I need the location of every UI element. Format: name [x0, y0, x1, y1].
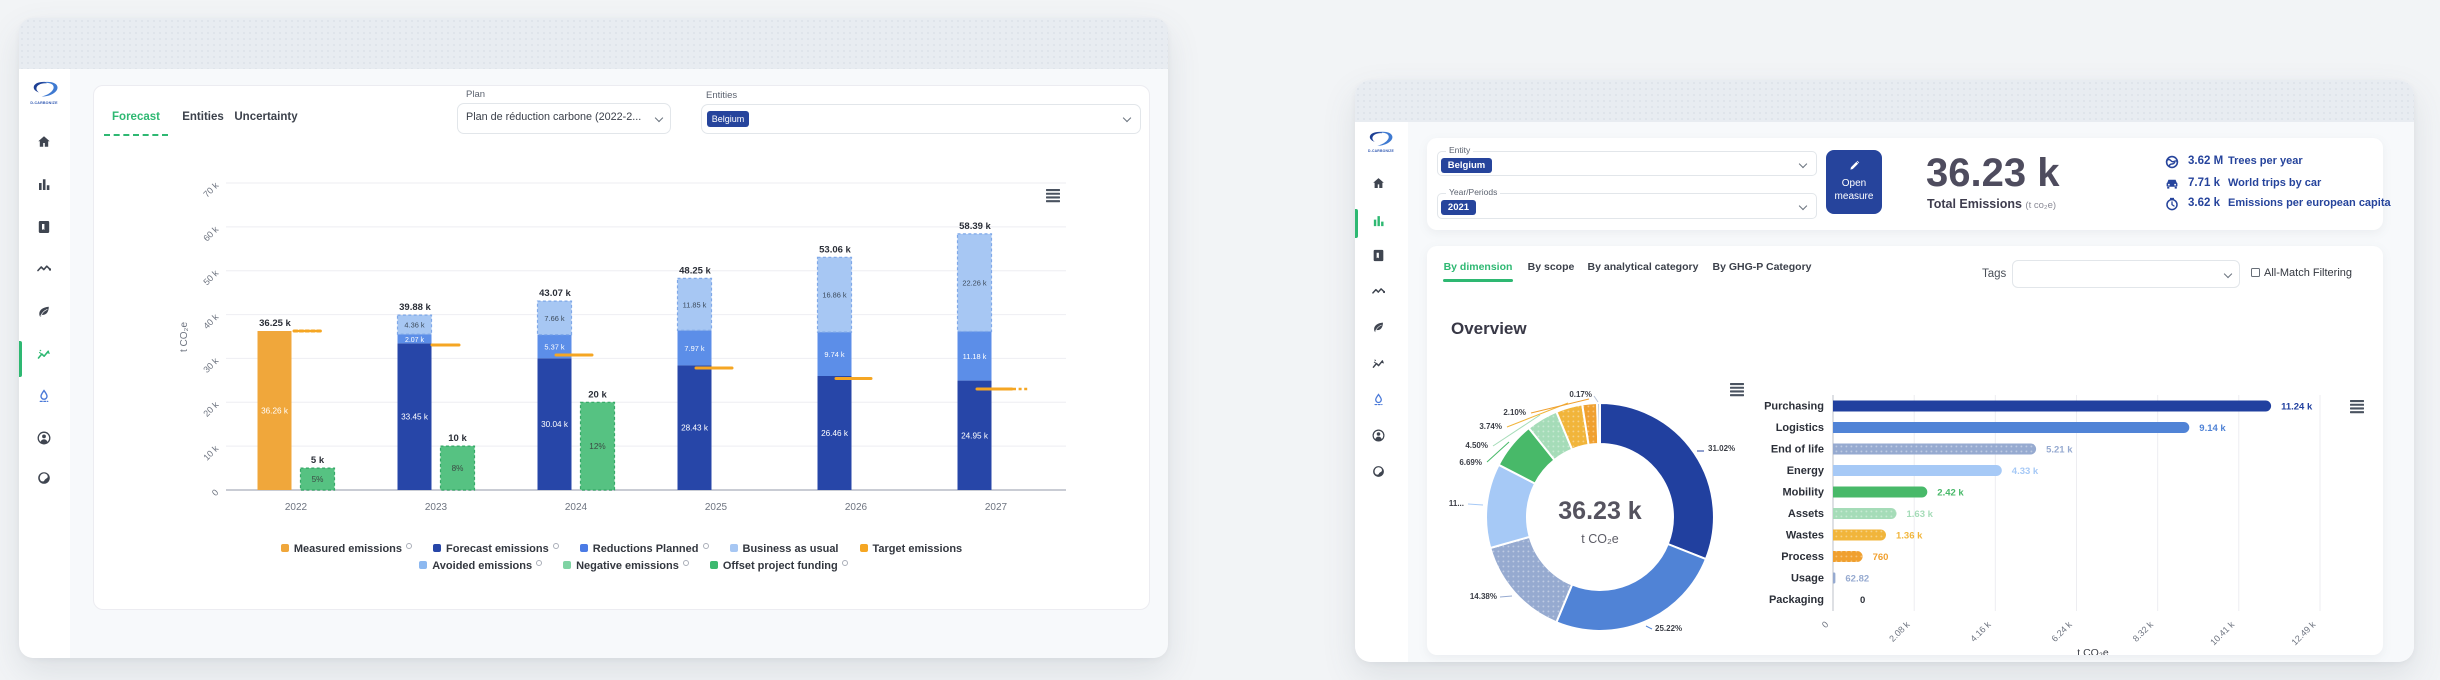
svg-text:39.88 k: 39.88 k [399, 302, 431, 313]
svg-text:Packaging: Packaging [1769, 594, 1824, 606]
svg-text:6.69%: 6.69% [1459, 458, 1482, 467]
svg-text:Purchasing: Purchasing [1764, 401, 1824, 413]
svg-text:t CO₂e: t CO₂e [1581, 532, 1619, 546]
svg-text:4.36 k: 4.36 k [404, 321, 424, 330]
svg-text:43.07 k: 43.07 k [539, 288, 571, 299]
svg-text:5.37 k: 5.37 k [544, 343, 564, 352]
svg-text:33.45 k: 33.45 k [401, 413, 429, 422]
svg-text:48.25 k: 48.25 k [679, 265, 711, 276]
svg-text:2.08 k: 2.08 k [1887, 619, 1912, 644]
svg-text:11...: 11... [1449, 499, 1464, 508]
svg-text:3.74%: 3.74% [1479, 422, 1502, 431]
svg-text:End of life: End of life [1771, 444, 1824, 456]
svg-text:7.66 k: 7.66 k [544, 314, 564, 323]
svg-text:50 k: 50 k [201, 268, 220, 287]
svg-text:36.26 k: 36.26 k [261, 407, 289, 416]
svg-text:12.49 k: 12.49 k [2289, 619, 2317, 647]
svg-text:14.38%: 14.38% [1470, 592, 1497, 601]
svg-text:10.41 k: 10.41 k [2208, 619, 2236, 647]
svg-text:4.16 k: 4.16 k [1968, 619, 1993, 644]
svg-text:4.50%: 4.50% [1465, 441, 1488, 450]
svg-text:5 k: 5 k [311, 455, 325, 466]
svg-text:t CO₂e: t CO₂e [2077, 647, 2109, 655]
svg-text:2.42 k: 2.42 k [1937, 488, 1964, 499]
svg-text:5%: 5% [312, 475, 324, 484]
svg-text:8.32 k: 8.32 k [2131, 619, 2156, 644]
svg-text:1.63 k: 1.63 k [1907, 509, 1934, 520]
svg-text:4.33 k: 4.33 k [2012, 466, 2039, 477]
svg-text:0: 0 [1860, 595, 1865, 606]
svg-text:0: 0 [210, 487, 221, 498]
svg-text:16.86 k: 16.86 k [822, 291, 847, 300]
svg-text:2026: 2026 [845, 502, 868, 513]
svg-text:58.39 k: 58.39 k [959, 221, 991, 232]
svg-text:28.43 k: 28.43 k [681, 424, 709, 433]
svg-text:760: 760 [1873, 552, 1889, 563]
svg-text:24.95 k: 24.95 k [961, 431, 989, 440]
svg-text:9.74 k: 9.74 k [824, 350, 844, 359]
svg-text:5.21 k: 5.21 k [2046, 445, 2073, 456]
svg-text:8%: 8% [452, 464, 464, 473]
svg-text:11.85 k: 11.85 k [683, 300, 707, 309]
svg-text:Mobility: Mobility [1782, 487, 1824, 499]
svg-text:2025: 2025 [705, 502, 728, 513]
svg-text:1.36 k: 1.36 k [1896, 531, 1923, 542]
svg-text:12%: 12% [589, 442, 605, 451]
svg-text:22.26 k: 22.26 k [962, 279, 987, 288]
svg-text:2022: 2022 [285, 502, 308, 513]
svg-text:11.24 k: 11.24 k [2281, 402, 2313, 413]
svg-text:30.04 k: 30.04 k [541, 420, 569, 429]
svg-text:25.22%: 25.22% [1655, 624, 1682, 633]
svg-text:36.23 k: 36.23 k [1558, 497, 1642, 525]
svg-text:31.02%: 31.02% [1708, 444, 1735, 453]
svg-text:20 k: 20 k [588, 389, 607, 400]
svg-text:60 k: 60 k [201, 224, 220, 243]
svg-text:2027: 2027 [985, 502, 1008, 513]
svg-text:6.24 k: 6.24 k [2049, 619, 2074, 644]
svg-text:10 k: 10 k [201, 443, 220, 462]
svg-text:10 k: 10 k [448, 433, 467, 444]
svg-text:2.10%: 2.10% [1503, 408, 1526, 417]
svg-text:26.46 k: 26.46 k [821, 429, 849, 438]
svg-text:Energy: Energy [1787, 465, 1825, 477]
svg-text:20 k: 20 k [201, 399, 220, 418]
svg-text:30 k: 30 k [201, 355, 220, 374]
svg-text:53.06 k: 53.06 k [819, 244, 851, 255]
svg-text:Usage: Usage [1791, 573, 1824, 585]
svg-text:9.14 k: 9.14 k [2199, 423, 2226, 434]
svg-text:62.82: 62.82 [1845, 574, 1869, 585]
svg-text:Logistics: Logistics [1776, 422, 1824, 434]
svg-text:Process: Process [1781, 551, 1824, 563]
svg-text:2023: 2023 [425, 502, 448, 513]
svg-text:40 k: 40 k [201, 312, 220, 331]
svg-text:7.97 k: 7.97 k [684, 344, 704, 353]
svg-text:Wastes: Wastes [1786, 530, 1824, 542]
svg-text:0: 0 [1820, 619, 1831, 630]
svg-text:2.07 k: 2.07 k [405, 337, 425, 344]
svg-text:11.18 k: 11.18 k [963, 352, 987, 361]
svg-text:36.25 k: 36.25 k [259, 318, 291, 329]
svg-text:70 k: 70 k [201, 180, 220, 199]
svg-text:t CO₂e: t CO₂e [179, 322, 190, 352]
svg-text:2024: 2024 [565, 502, 588, 513]
svg-text:0.17%: 0.17% [1569, 390, 1592, 399]
svg-text:Assets: Assets [1788, 508, 1824, 520]
